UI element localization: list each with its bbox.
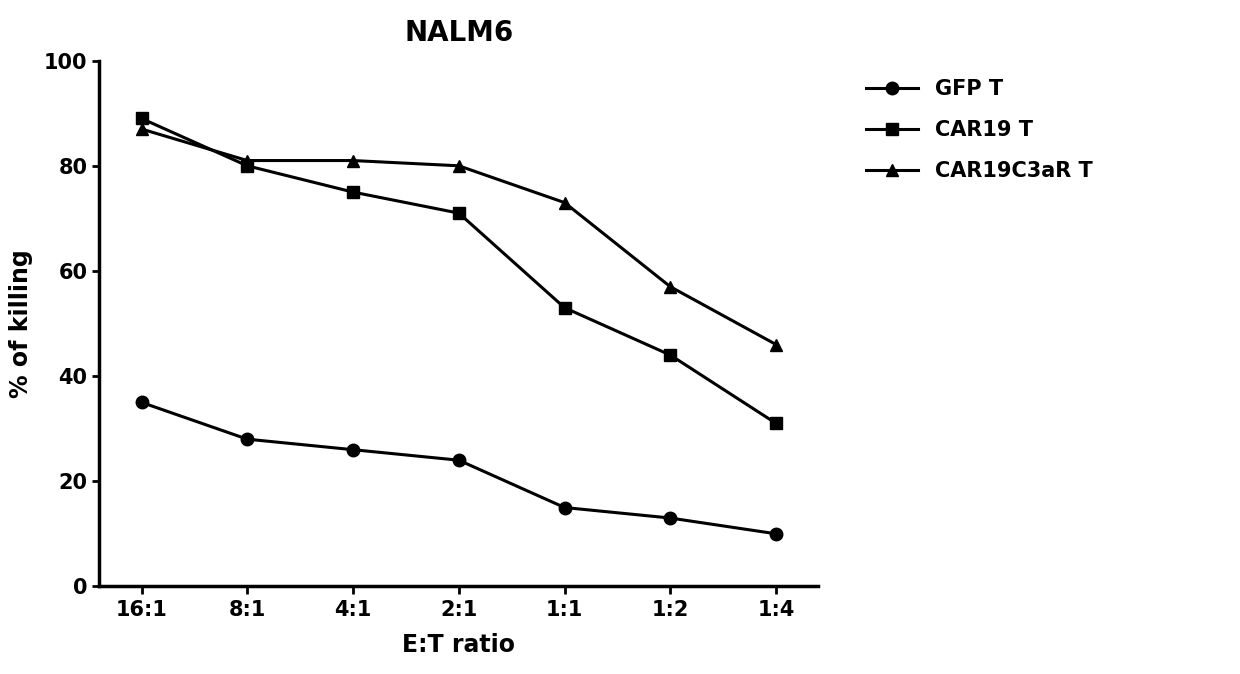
GFP T <box>239 435 254 443</box>
Line: CAR19C3aR T: CAR19C3aR T <box>135 123 782 350</box>
Y-axis label: % of killing: % of killing <box>9 249 32 398</box>
CAR19 T <box>134 115 149 123</box>
CAR19 T <box>451 209 466 217</box>
CAR19 T <box>663 351 678 359</box>
Title: NALM6: NALM6 <box>404 20 513 47</box>
Line: GFP T: GFP T <box>135 396 782 540</box>
CAR19 T <box>557 304 572 312</box>
CAR19 T <box>346 188 361 196</box>
CAR19C3aR T <box>769 340 784 348</box>
CAR19 T <box>769 419 784 427</box>
GFP T <box>134 398 149 406</box>
X-axis label: E:T ratio: E:T ratio <box>402 634 516 657</box>
GFP T <box>663 514 678 522</box>
CAR19C3aR T <box>134 125 149 133</box>
Legend: GFP T, CAR19 T, CAR19C3aR T: GFP T, CAR19 T, CAR19C3aR T <box>858 71 1101 189</box>
CAR19C3aR T <box>557 199 572 207</box>
GFP T <box>451 456 466 464</box>
GFP T <box>557 503 572 512</box>
CAR19C3aR T <box>346 156 361 164</box>
Line: CAR19 T: CAR19 T <box>135 113 782 429</box>
CAR19C3aR T <box>663 282 678 290</box>
CAR19 T <box>239 162 254 170</box>
CAR19C3aR T <box>451 162 466 170</box>
GFP T <box>346 446 361 454</box>
GFP T <box>769 530 784 538</box>
CAR19C3aR T <box>239 156 254 164</box>
